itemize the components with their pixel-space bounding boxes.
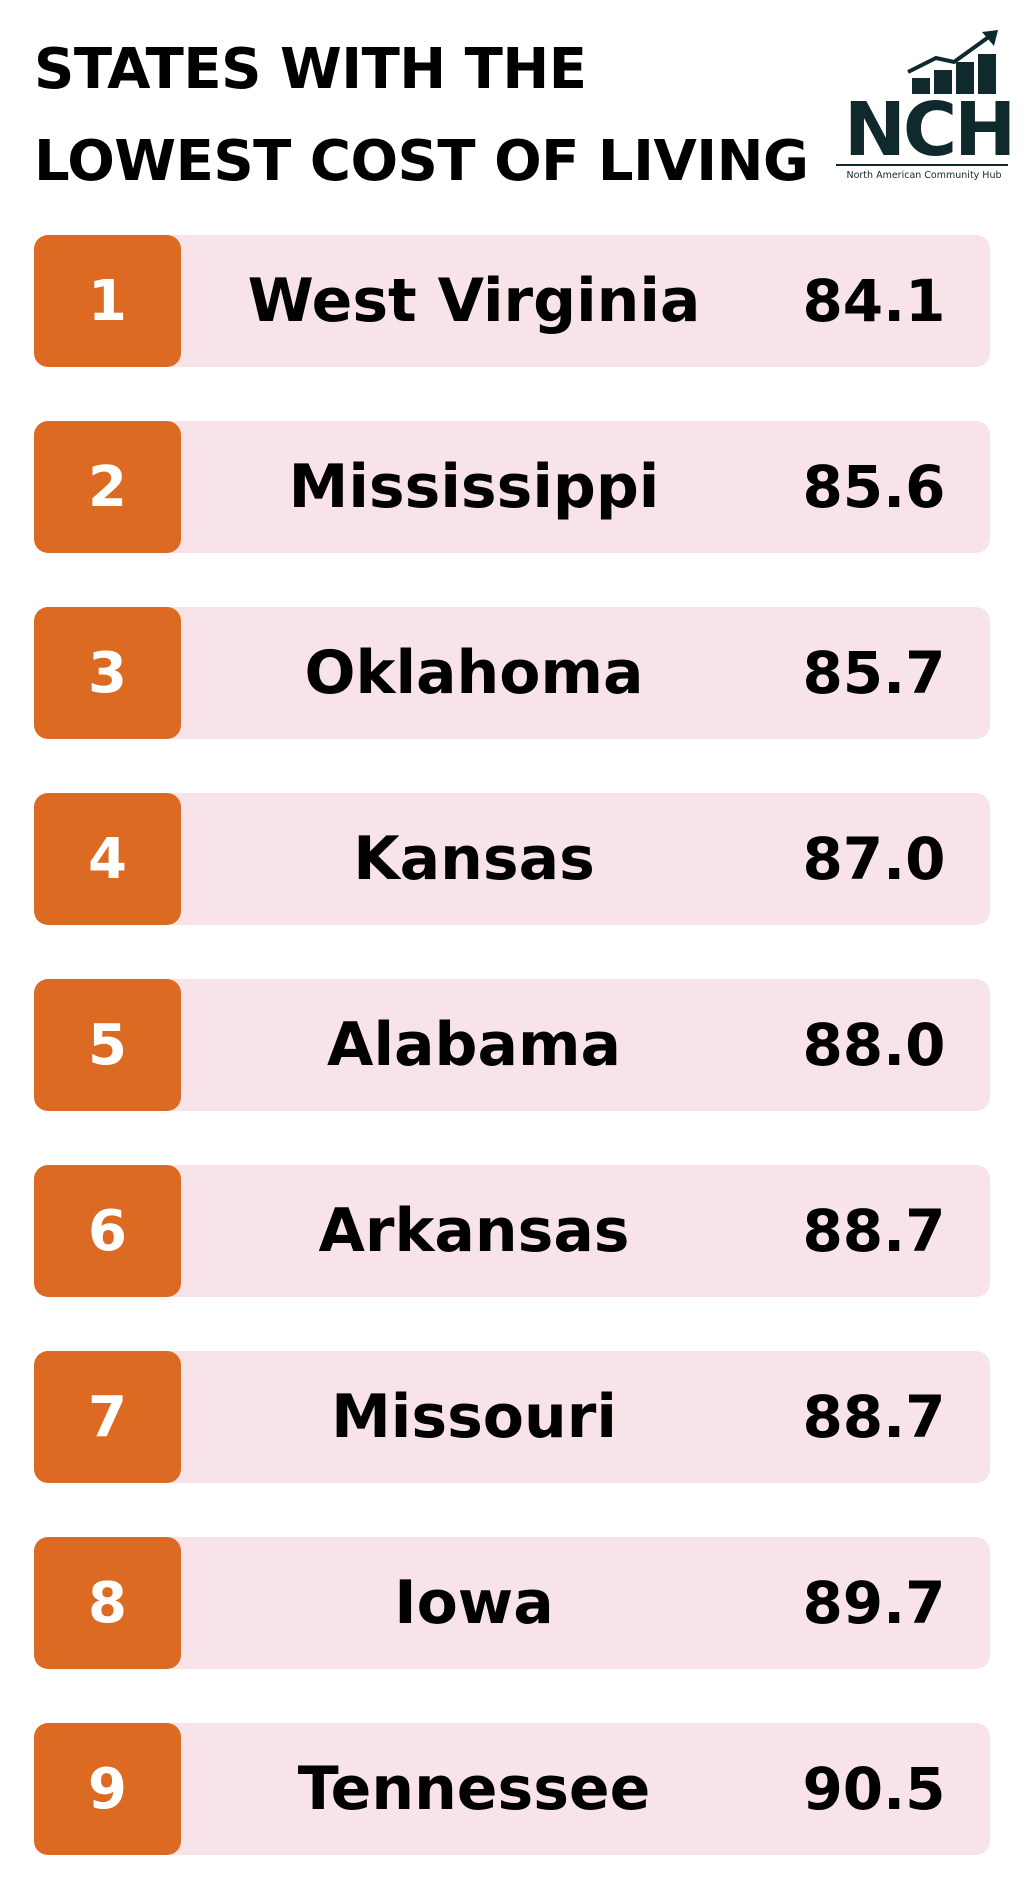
rank-badge: 8 [34,1537,181,1669]
list-row: 5 Alabama 88.0 [34,979,990,1111]
list-row: 6 Arkansas 88.7 [34,1165,990,1297]
cost-index: 87.0 [802,825,946,893]
list-row: 9 Tennessee 90.5 [34,1723,990,1855]
state-name: Arkansas [318,1196,630,1266]
title: STATES WITH THE LOWEST COST OF LIVING [34,37,809,194]
cost-index: 88.7 [802,1197,946,1265]
state-name: Iowa [394,1568,554,1638]
list-row: 4 Kansas 87.0 [34,793,990,925]
cost-index: 85.7 [802,639,946,707]
list-row: 3 Oklahoma 85.7 [34,607,990,739]
cost-index: 88.0 [802,1011,946,1079]
logo-mark: NCH [844,87,1016,173]
state-name: Tennessee [297,1754,651,1824]
rank-badge: 1 [34,235,181,367]
list-row: 2 Mississippi 85.6 [34,421,990,553]
logo-icon [907,30,998,94]
logo-rule [836,164,1008,166]
rank-badge: 9 [34,1723,181,1855]
cost-index: 90.5 [802,1755,946,1823]
cost-index: 89.7 [802,1569,946,1637]
state-name: Missouri [331,1382,617,1452]
state-name: Alabama [327,1010,621,1080]
logo-caption: North American Community Hub [846,170,1002,181]
rank-badge: 4 [34,793,181,925]
logo: NCH North American Community Hub [832,28,1016,184]
list-row: 7 Missouri 88.7 [34,1351,990,1483]
rank-badge: 3 [34,607,181,739]
rank-badge: 5 [34,979,181,1111]
cost-index: 88.7 [802,1383,946,1451]
state-name: West Virginia [247,266,701,336]
state-name: Kansas [353,824,595,894]
rank-badge: 6 [34,1165,181,1297]
list-row: 1 West Virginia 84.1 [34,235,990,367]
list-row: 8 Iowa 89.7 [34,1537,990,1669]
cost-index: 85.6 [802,453,946,521]
rank-badge: 7 [34,1351,181,1483]
state-name: Mississippi [288,452,660,522]
cost-index: 84.1 [802,267,946,335]
state-name: Oklahoma [304,638,644,708]
rank-badge: 2 [34,421,181,553]
